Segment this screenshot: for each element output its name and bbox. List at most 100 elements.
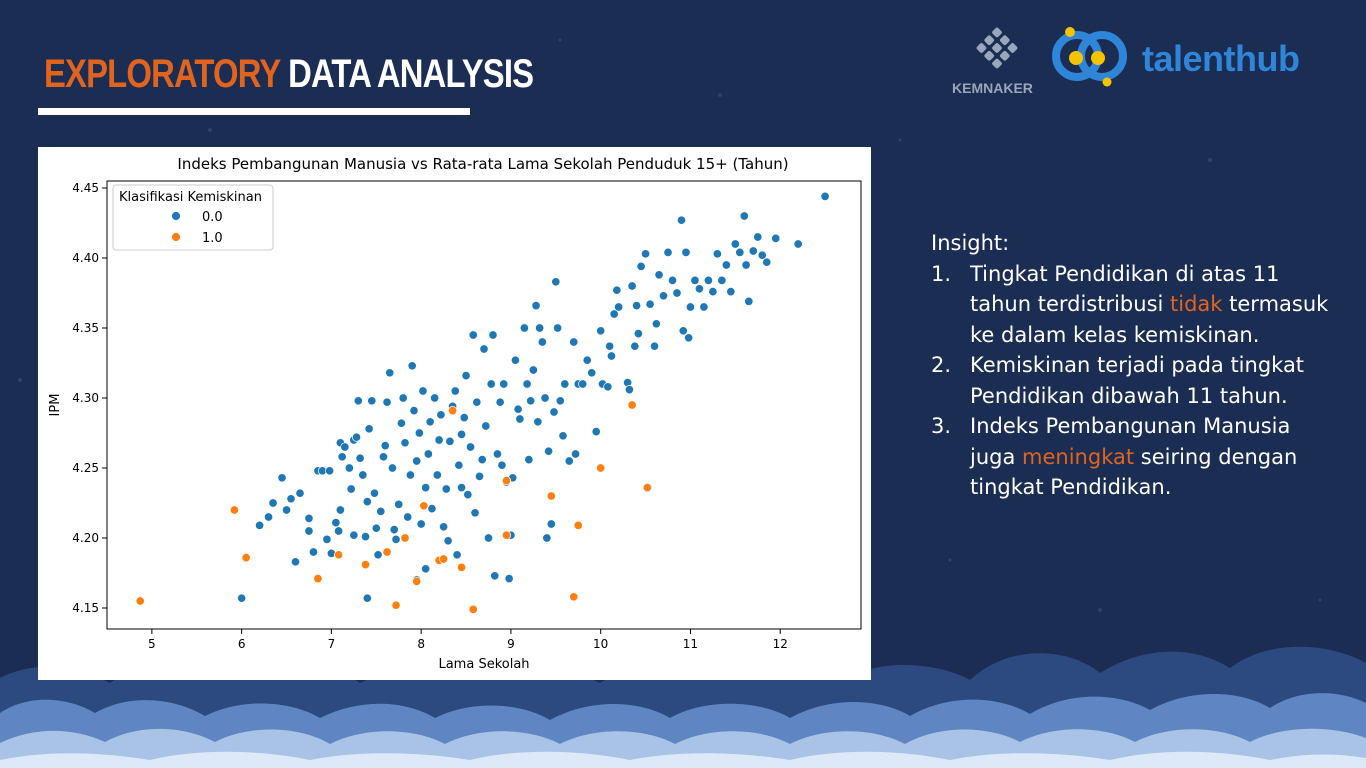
data-point-series-0 (398, 393, 408, 403)
data-point-series-0 (445, 436, 455, 446)
data-point-series-0 (450, 386, 460, 396)
data-point-series-0 (522, 379, 532, 389)
y-tick-label: 4.35 (72, 321, 99, 335)
legend-label-1: 1.0 (202, 231, 223, 246)
data-point-series-0 (513, 404, 523, 414)
data-point-series-0 (739, 211, 749, 221)
data-point-series-0 (636, 261, 646, 271)
data-point-series-0 (654, 270, 664, 280)
data-point-series-1 (596, 463, 606, 473)
talenthub-logo-icon (1052, 27, 1127, 87)
data-point-series-0 (676, 215, 687, 225)
data-point-series-0 (762, 257, 772, 267)
data-point-series-0 (351, 432, 362, 442)
data-point-series-0 (346, 484, 356, 494)
data-point-series-0 (685, 302, 696, 312)
data-point-series-0 (457, 429, 467, 439)
legend-marker-0 (171, 211, 181, 221)
data-point-series-0 (421, 564, 431, 574)
data-point-series-0 (394, 499, 404, 509)
data-point-series-0 (712, 249, 722, 259)
data-point-series-1 (313, 574, 323, 584)
data-point-series-0 (560, 379, 570, 389)
data-point-series-0 (380, 441, 390, 451)
data-point-series-0 (678, 326, 688, 336)
kemnaker-logo-icon (976, 27, 1018, 69)
data-point-series-0 (632, 301, 642, 311)
data-point-series-0 (290, 557, 301, 567)
y-tick-label: 4.45 (72, 181, 99, 195)
data-point-series-0 (457, 483, 467, 493)
data-point-series-0 (355, 453, 365, 463)
y-tick-label: 4.25 (72, 461, 99, 475)
data-point-series-0 (497, 460, 507, 470)
data-point-series-0 (591, 427, 601, 437)
plot-area (106, 180, 862, 630)
data-point-series-0 (703, 275, 713, 285)
y-tick-label: 4.30 (72, 391, 99, 405)
data-point-series-0 (362, 593, 372, 603)
data-point-series-0 (367, 396, 377, 406)
insight-panel: Insight: 1. Tingkat Pendidikan di atas 1… (931, 228, 1331, 503)
data-point-series-0 (488, 330, 498, 340)
data-point-series-0 (651, 319, 661, 329)
data-point-series-0 (605, 341, 615, 351)
data-point-series-0 (546, 519, 556, 529)
data-point-series-0 (603, 382, 613, 392)
data-point-series-0 (582, 355, 592, 365)
data-point-series-0 (412, 456, 422, 466)
data-point-series-0 (436, 410, 446, 420)
data-point-series-1 (360, 560, 371, 570)
data-point-series-0 (432, 470, 442, 480)
data-point-series-0 (612, 285, 622, 295)
insight-number: 3. (931, 414, 952, 438)
data-point-series-0 (325, 466, 335, 476)
insight-item: 1. Tingkat Pendidikan di atas 11 tahun t… (931, 259, 1331, 351)
data-point-series-0 (633, 329, 643, 339)
data-point-series-0 (645, 299, 655, 309)
data-point-series-0 (407, 361, 417, 371)
data-point-series-1 (135, 596, 145, 606)
insight-item: 3. Indeks Pembangunan Manusia juga menin… (931, 411, 1331, 503)
data-point-series-0 (793, 239, 803, 249)
x-axis-ticks: 5 6 7 8 9 10 11 12 (148, 629, 788, 651)
data-point-series-0 (364, 424, 374, 434)
data-point-series-0 (649, 341, 660, 351)
insight-text: Indeks Pembangunan Manusia juga (970, 414, 1291, 469)
data-point-series-0 (281, 505, 292, 515)
insight-text: Tingkat Pendidikan di atas 11 tahun terd… (970, 261, 1280, 317)
data-point-series-0 (465, 442, 476, 452)
data-point-series-0 (463, 490, 473, 500)
data-point-series-0 (495, 397, 505, 407)
data-point-series-0 (564, 456, 574, 466)
data-point-series-0 (526, 396, 536, 406)
data-point-series-0 (439, 522, 449, 532)
insight-text: Kemiskinan terjadi pada tingkat Pendidik… (970, 353, 1305, 408)
data-point-series-0 (555, 396, 565, 406)
data-point-series-0 (295, 488, 305, 498)
data-point-series-0 (757, 250, 767, 260)
data-point-series-0 (468, 330, 478, 340)
data-point-series-0 (389, 525, 399, 535)
x-tick-label: 11 (683, 637, 698, 651)
y-axis-label: IPM (48, 394, 63, 417)
scatter-chart: Indeks Pembangunan Manusia vs Rata-rata … (48, 155, 862, 672)
data-point-series-0 (452, 550, 462, 560)
data-point-series-0 (533, 417, 543, 427)
data-point-series-1 (468, 604, 478, 614)
data-point-series-0 (569, 337, 579, 347)
data-point-series-1 (439, 554, 449, 564)
insight-number: 2. (931, 353, 952, 377)
title-underline (38, 108, 470, 115)
data-point-series-0 (353, 396, 363, 406)
data-point-series-0 (414, 428, 424, 438)
data-point-series-0 (358, 470, 368, 480)
data-point-series-0 (474, 471, 485, 481)
x-tick-label: 10 (593, 637, 608, 651)
data-point-series-0 (658, 291, 669, 301)
data-point-series-0 (385, 368, 395, 378)
legend-label-0: 0.0 (202, 210, 223, 225)
data-point-series-0 (771, 233, 781, 243)
x-tick-label: 7 (328, 637, 336, 651)
